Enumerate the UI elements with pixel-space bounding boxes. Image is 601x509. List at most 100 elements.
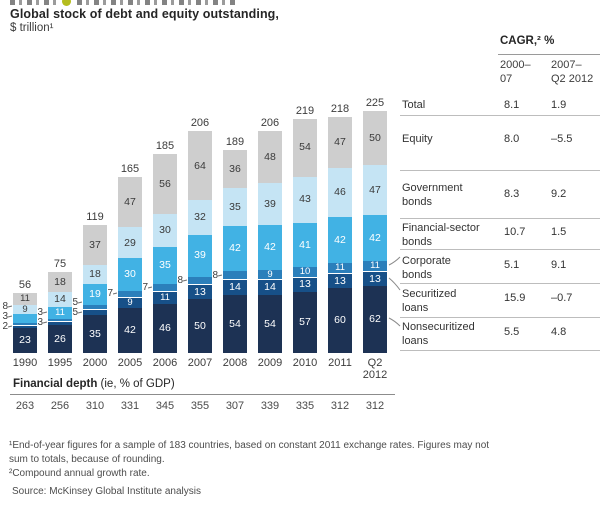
segment-equity: 37 <box>83 225 107 265</box>
segment-value: 54 <box>264 317 276 330</box>
segment-value: 11 <box>335 262 345 274</box>
x-axis-label: 1990 <box>12 357 38 369</box>
segment-government-bonds: 18 <box>83 264 107 285</box>
segment-financial-sector-bonds: 11 <box>48 306 72 319</box>
segment-government-bonds: 14 <box>48 291 72 307</box>
cagr-table: CAGR,² % 2000– 07 2007– Q2 2012 Total 8.1… <box>400 30 600 355</box>
callout-value: 2 <box>2 321 8 333</box>
segment-value: 13 <box>194 285 206 298</box>
cagr-value-2007-q2-2012: 1.9 <box>551 99 567 111</box>
total-value: 206 <box>260 117 280 130</box>
segment-financial-sector-bonds: 35 <box>153 246 177 285</box>
segment-value: 56 <box>159 177 171 190</box>
segment-securitized-loans: 13 <box>328 274 352 289</box>
financial-depth-label-sub: (ie, % of GDP) <box>97 378 175 390</box>
segment-value: 50 <box>194 319 206 332</box>
x-axis-label: 2000 <box>82 357 108 369</box>
segment-nonsecuritized-loans: 42 <box>118 307 142 353</box>
segment-government-bonds: 39 <box>258 183 282 225</box>
financial-depth-value: 307 <box>225 400 245 412</box>
segment-securitized-loans: 9 <box>118 298 142 308</box>
stacked-bar-chart: 23 9 11 2 3 8 56 1990 26 11 14 18 3 3 75 1995 35 19 18 37 5 5… <box>2 97 388 381</box>
cagr-value-2007-q2-2012: –0.7 <box>551 292 573 304</box>
cagr-value-2007-q2-2012: 1.5 <box>551 226 567 238</box>
footnote-1: ¹End-of-year figures for a sample of 183… <box>9 440 490 465</box>
segment-nonsecuritized-loans: 23 <box>13 328 37 353</box>
segment-value: 9 <box>267 268 273 280</box>
segment-value: 36 <box>229 162 241 175</box>
chart-title: Global stock of debt and equity outstand… <box>10 7 279 21</box>
segment-value: 47 <box>124 195 136 208</box>
total-value: 189 <box>225 135 245 148</box>
cagr-row-label-equity: Equity <box>402 133 433 145</box>
callout-value: 8 <box>177 274 183 286</box>
callout-value: 8 <box>2 301 8 313</box>
segment-government-bonds: 9 <box>13 304 37 315</box>
segment-government-bonds: 47 <box>363 164 387 216</box>
cagr-value-2007-q2-2012: –5.5 <box>551 133 573 145</box>
financial-depth-rule <box>10 394 395 395</box>
segment-value: 18 <box>54 275 66 288</box>
cagr-value-2007-q2-2012: 4.8 <box>551 326 567 338</box>
cagr-header-rule <box>498 54 600 55</box>
cagr-value-2000-07: 8.0 <box>504 133 520 145</box>
segment-nonsecuritized-loans: 54 <box>258 294 282 353</box>
cagr-row-label-nonsecuritized: Nonsecuritized loans <box>402 321 475 347</box>
financial-depth-label: Financial depth (ie, % of GDP) <box>13 378 175 390</box>
connector-corporate-bonds <box>388 256 401 266</box>
segment-equity: 47 <box>328 117 352 168</box>
callout-value: 3 <box>37 317 43 329</box>
segment-nonsecuritized-loans: 54 <box>223 294 247 353</box>
segment-nonsecuritized-loans: 46 <box>153 303 177 353</box>
segment-government-bonds: 29 <box>118 227 142 259</box>
segment-value: 46 <box>159 322 171 334</box>
callout-dash <box>7 315 13 318</box>
financial-depth-value: 256 <box>50 400 70 412</box>
segment-nonsecuritized-loans: 60 <box>328 288 352 353</box>
legend-dot-icon <box>62 0 71 6</box>
segment-financial-sector-bonds: 39 <box>188 234 212 277</box>
segment-value: 60 <box>334 314 346 327</box>
segment-value: 10 <box>299 266 311 278</box>
segment-value: 54 <box>299 141 311 154</box>
x-axis-label: 2005 <box>117 357 143 369</box>
segment-corporate-bonds <box>153 284 177 292</box>
callout-dash <box>77 301 83 304</box>
cagr-row-rule <box>400 115 600 116</box>
segment-financial-sector-bonds <box>13 314 37 323</box>
segment-value: 35 <box>159 259 171 272</box>
total-value: 165 <box>120 162 140 175</box>
segment-equity: 47 <box>118 176 142 228</box>
cagr-row-label-government: Government bonds <box>402 182 463 208</box>
segment-financial-sector-bonds: 42 <box>328 217 352 263</box>
x-axis-label: 1995 <box>47 357 73 369</box>
total-value: 218 <box>330 103 350 116</box>
segment-securitized-loans: 13 <box>188 285 212 300</box>
x-axis-label: Q2 2012 <box>362 357 388 381</box>
segment-equity: 11 <box>13 292 37 305</box>
segment-nonsecuritized-loans: 26 <box>48 325 72 353</box>
financial-depth-value: 263 <box>15 400 35 412</box>
segment-corporate-bonds <box>223 271 247 280</box>
callout-dash <box>77 311 83 314</box>
cagr-col-header-2000-07: 2000– 07 <box>500 59 531 85</box>
segment-corporate-bonds: 11 <box>328 262 352 275</box>
segment-corporate-bonds: 10 <box>293 266 317 278</box>
segment-value: 14 <box>229 281 241 294</box>
segment-value: 30 <box>159 224 171 237</box>
segment-corporate-bonds: 11 <box>363 260 387 273</box>
cagr-value-2000-07: 5.5 <box>504 326 520 338</box>
segment-value: 9 <box>127 297 133 309</box>
cagr-value-2000-07: 10.7 <box>504 226 526 238</box>
financial-depth-value: 335 <box>295 400 315 412</box>
segment-government-bonds: 32 <box>188 200 212 235</box>
cagr-value-2000-07: 8.3 <box>504 188 520 200</box>
segment-financial-sector-bonds: 19 <box>83 284 107 305</box>
x-axis-label: 2007 <box>187 357 213 369</box>
total-value: 225 <box>365 97 385 109</box>
callout-value: 5 <box>72 306 78 318</box>
segment-nonsecuritized-loans: 50 <box>188 299 212 353</box>
segment-value: 30 <box>124 268 136 281</box>
segment-value: 13 <box>299 278 311 291</box>
